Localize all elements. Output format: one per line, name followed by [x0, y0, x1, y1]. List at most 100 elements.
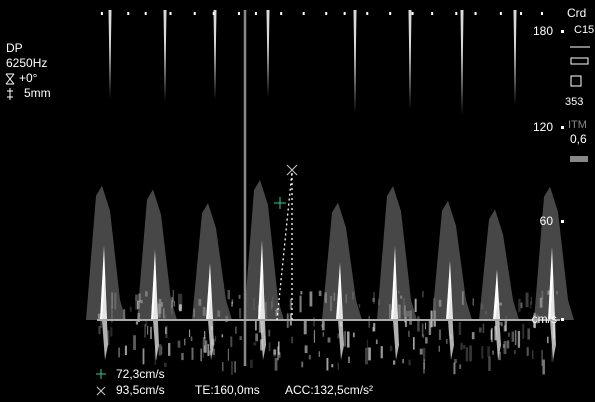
spectrum-part	[144, 324, 146, 338]
scale-label: 60	[540, 214, 554, 228]
index-label: ITM	[568, 119, 587, 131]
spectrum-part	[514, 330, 517, 346]
spectrum-part	[100, 316, 103, 329]
spectrum-part	[258, 316, 262, 333]
spectrum-part	[504, 321, 507, 332]
spectrum-part	[178, 293, 181, 310]
spectrum-part	[268, 329, 271, 337]
spectrum-part	[540, 12, 543, 15]
preset: Crd	[567, 6, 586, 20]
index-value: 0,6	[570, 132, 587, 146]
spectrum-part	[108, 10, 112, 98]
spectrum-part	[463, 345, 466, 349]
spectrum-part	[422, 291, 424, 298]
spectrum-part	[234, 361, 236, 373]
spectrum-part	[430, 310, 433, 328]
spectrum-part	[110, 327, 113, 337]
probe: C15	[574, 24, 594, 36]
spectrum-part	[532, 350, 534, 359]
spectrum-part	[411, 12, 414, 15]
spectrum-part	[244, 180, 284, 320]
spectrum-part	[231, 299, 234, 304]
spectrum-part	[249, 359, 253, 369]
spectrum-part	[171, 297, 173, 309]
spectrum-part	[414, 298, 417, 313]
spectrum-part	[273, 349, 276, 355]
spectrum-part	[428, 319, 432, 335]
spectrum-part	[492, 350, 494, 355]
spectrum-part	[208, 293, 214, 360]
spectrum-part	[260, 270, 266, 360]
spectrum-part	[227, 290, 231, 300]
icon	[570, 75, 582, 87]
spectrum-part	[302, 12, 305, 15]
spectrum-part	[266, 10, 270, 98]
spectrum-part	[230, 336, 233, 348]
gate-icon	[7, 88, 13, 100]
spectrum-part	[325, 12, 328, 15]
spectrum-part	[222, 362, 224, 372]
spectrum-part	[231, 361, 233, 375]
spectrum-part	[238, 294, 241, 299]
angle-icon	[5, 73, 15, 85]
spectrum-part	[459, 364, 462, 369]
spectrum-part	[102, 275, 108, 360]
spectrum-part	[313, 330, 316, 343]
spectrum-part	[154, 349, 157, 366]
spectrum-part	[268, 342, 271, 352]
spectrum-part	[289, 298, 293, 310]
spectrum-part	[327, 337, 331, 343]
spectrum-part	[235, 326, 237, 334]
spectrum-part	[227, 348, 229, 361]
spectrum-part	[482, 323, 485, 333]
spectrum-part	[423, 359, 425, 370]
spectrum-part	[517, 330, 521, 348]
spectrum-part	[277, 346, 280, 361]
spectrum-part	[344, 331, 347, 347]
spectrum-part	[337, 362, 339, 370]
spectrum-part	[161, 346, 163, 355]
spectrum-part	[169, 12, 172, 15]
spectrum-part	[303, 319, 307, 335]
spectrum-part	[533, 314, 536, 328]
spectrum-part	[301, 361, 304, 368]
spectrum-part	[168, 343, 171, 356]
spectrum-part	[366, 339, 368, 350]
spectrum-part	[402, 358, 404, 364]
spectrum-part	[145, 320, 148, 327]
spectrum-part	[465, 347, 469, 362]
spectrum-part	[318, 351, 320, 357]
spectrum-part	[163, 10, 167, 102]
spectrum-part	[408, 10, 412, 110]
scale-label: 180	[533, 24, 553, 38]
spectrum-part	[541, 349, 543, 366]
spectrum-part	[453, 362, 456, 375]
spectrum-part	[425, 322, 427, 330]
scale-ticks	[561, 30, 564, 321]
spectrum-part	[204, 345, 207, 353]
spectrum-part	[513, 10, 517, 106]
spectrum-part	[412, 337, 415, 350]
spectrum-part	[338, 292, 344, 360]
spectrum-part	[135, 294, 139, 310]
spectrum-part	[213, 10, 217, 100]
spectrum-part	[474, 12, 477, 15]
scale-unit: cm/s	[532, 312, 557, 326]
spectrum-part	[135, 321, 139, 325]
spectrum-part	[368, 347, 371, 361]
spectrum-part	[358, 303, 361, 308]
spectrum-part	[498, 321, 501, 326]
spectrum-part	[511, 331, 515, 342]
spectrum-part	[508, 332, 510, 337]
spectrum-part	[431, 320, 434, 328]
spectrum-part	[144, 12, 147, 15]
spectrum-part	[255, 333, 259, 342]
spectrum-part	[469, 345, 473, 362]
acceleration: ACC:132,5cm/s²	[285, 383, 373, 397]
spectrum-part	[193, 12, 196, 15]
spectrum-part	[215, 336, 217, 342]
spectrum-part	[278, 341, 280, 355]
spectrum-part	[372, 327, 375, 332]
spectrum-part	[205, 340, 208, 346]
